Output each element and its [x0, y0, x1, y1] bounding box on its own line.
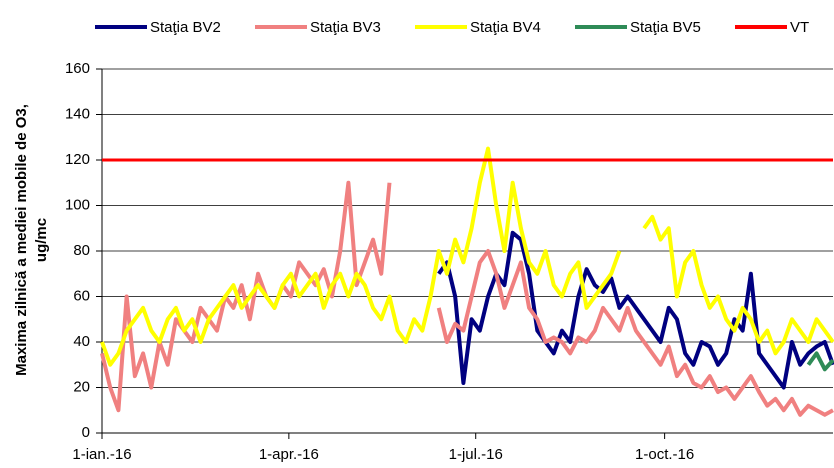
series-line: [806, 351, 834, 372]
y-axis-label: ug/mc: [33, 218, 50, 262]
y-tick-label: 20: [73, 378, 90, 395]
y-axis-label: Maxima zilnică a mediei mobile de O3,: [13, 104, 30, 376]
x-tick-label: 1-jul.-16: [449, 446, 503, 463]
y-tick-label: 160: [65, 60, 90, 77]
legend-label: Staţia BV3: [310, 19, 381, 36]
series-line: [100, 146, 834, 367]
y-tick-label: 0: [82, 424, 90, 441]
x-tick-label: 1-oct.-16: [635, 446, 694, 463]
y-tick-label: 60: [73, 287, 90, 304]
y-tick-label: 100: [65, 196, 90, 213]
series-line: [100, 180, 834, 417]
x-tick-label: 1-apr.-16: [259, 446, 319, 463]
series-line: [437, 230, 834, 390]
y-tick-label: 80: [73, 242, 90, 259]
legend-label: Staţia BV2: [150, 19, 221, 36]
x-tick-label: 1-ian.-16: [72, 446, 131, 463]
y-label-group: Maxima zilnică a mediei mobile de O3, ug…: [13, 104, 50, 376]
y-tick-label: 40: [73, 333, 90, 350]
y-tick-label: 140: [65, 105, 90, 122]
legend-label: Staţia BV5: [630, 19, 701, 36]
legend-label: VT: [790, 19, 809, 36]
legend-label: Staţia BV4: [470, 19, 541, 36]
y-tick-label: 120: [65, 151, 90, 168]
